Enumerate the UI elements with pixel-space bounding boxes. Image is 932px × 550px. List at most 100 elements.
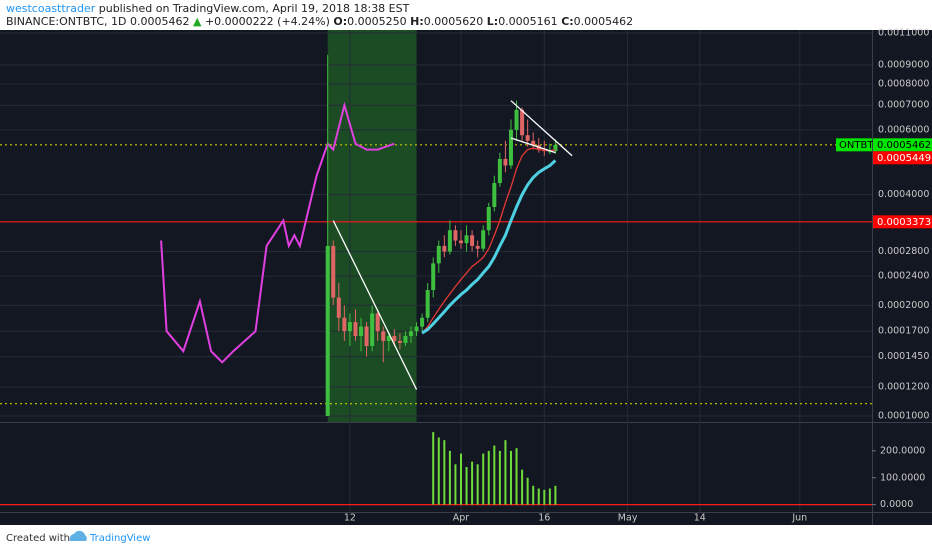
- candle-body: [464, 235, 469, 244]
- price-label: 0.0003373: [877, 217, 931, 228]
- candle-body: [370, 313, 375, 347]
- x-tick-label: Apr: [453, 513, 470, 524]
- candle-body: [520, 109, 525, 136]
- indicator-bar: [498, 450, 501, 505]
- overlay-line: [160, 101, 395, 364]
- candle-body: [347, 322, 352, 332]
- high-value: 0.0005620: [424, 15, 484, 28]
- indicator-bar: [476, 464, 479, 505]
- candle-body: [553, 144, 558, 152]
- candle-body: [359, 326, 364, 337]
- candle-body: [392, 336, 397, 341]
- y-tick-label: 0.0002000: [878, 300, 929, 311]
- candle-body: [508, 129, 513, 166]
- candle-body: [470, 235, 475, 246]
- y-tick-label: 0.0001450: [878, 351, 929, 362]
- candle-body: [492, 183, 497, 208]
- y-tick-label: 0.0001000: [878, 411, 929, 422]
- y-tick-label: 0.0002800: [878, 246, 929, 257]
- footer-bg: [0, 525, 932, 550]
- candle-body: [409, 331, 414, 337]
- chart-bg: [0, 30, 932, 525]
- candle-body: [458, 240, 463, 244]
- x-tick-label: 12: [344, 513, 356, 524]
- indicator-bar: [459, 453, 462, 505]
- y-tick-label: 0.0008000: [878, 78, 929, 89]
- price-label-name-bg: [836, 138, 872, 152]
- y-tick-label: 0.0011000: [878, 28, 929, 39]
- price-label-bg: [873, 138, 932, 152]
- y-tick-label: 0.0007000: [878, 100, 929, 111]
- candle-body: [442, 245, 447, 252]
- candle-body: [486, 207, 491, 231]
- moving-average: [421, 147, 556, 334]
- candle-body: [447, 230, 452, 252]
- indicator-bar: [487, 450, 490, 505]
- indicator-bar: [509, 450, 512, 505]
- y-tick-label: 100.0000: [880, 472, 925, 483]
- symbol: BINANCE:ONTBTC, 1D: [6, 15, 126, 28]
- indicator-bar: [465, 467, 468, 505]
- indicator-bar: [526, 477, 529, 505]
- footer-text: Created with: [6, 533, 70, 544]
- up-arrow: ▲: [193, 15, 202, 28]
- indicator-bar: [443, 440, 446, 505]
- candle-body: [481, 230, 486, 249]
- indicator-bar: [493, 445, 496, 505]
- candle-body: [475, 245, 480, 249]
- price-label-bg: [873, 151, 932, 165]
- x-tick-label: May: [618, 513, 638, 524]
- high-label: H:: [410, 15, 424, 28]
- candle-body: [386, 336, 391, 341]
- price-label: 0.0005449: [877, 153, 931, 164]
- open-value: 0.0005250: [347, 15, 407, 28]
- candle-body: [353, 322, 358, 337]
- candle-body: [431, 263, 436, 291]
- candle-body: [436, 245, 441, 264]
- author[interactable]: westcoasttrader: [6, 2, 96, 15]
- candle-body: [497, 158, 502, 184]
- tradingview-logo[interactable]: [69, 530, 87, 541]
- low-value: 0.0005161: [498, 15, 558, 28]
- candle-body: [547, 151, 552, 153]
- y-tick-label: 0.0009000: [878, 60, 929, 71]
- candle-body: [364, 326, 369, 347]
- y-tick-label: 0.0000: [880, 499, 913, 510]
- y-tick-label: 200.0000: [880, 445, 925, 456]
- indicator-bar: [532, 485, 535, 505]
- y-tick-label: 0.0001700: [878, 326, 929, 337]
- x-tick-label: 14: [694, 513, 706, 524]
- candle-body: [531, 140, 536, 146]
- close-label: C:: [561, 15, 573, 28]
- footer-brand[interactable]: TradingView: [89, 533, 150, 544]
- indicator-bar: [471, 461, 474, 505]
- header-line-1: westcoasttrader published on TradingView…: [6, 2, 410, 15]
- indicator-bar: [554, 485, 557, 505]
- x-tick-label: 16: [538, 513, 550, 524]
- candle-body: [514, 109, 519, 130]
- candle-body: [420, 317, 425, 327]
- indicator-bar: [454, 464, 457, 505]
- candle-body: [381, 331, 386, 341]
- candle-body: [397, 340, 402, 343]
- trend-line: [332, 220, 418, 390]
- indicator-bar: [537, 488, 540, 505]
- y-tick-label: 0.0006000: [878, 124, 929, 135]
- low-label: L:: [487, 15, 498, 28]
- indicator-bar: [543, 489, 546, 505]
- candle-body: [375, 313, 380, 332]
- moving-average: [421, 159, 557, 335]
- price-label: 0.0005462: [877, 140, 931, 151]
- indicator-bar: [432, 432, 435, 505]
- candle-body: [453, 230, 458, 241]
- price-label-bg: [873, 215, 932, 229]
- published: published on TradingView.com, April 19, …: [99, 2, 410, 15]
- candle-body: [336, 297, 341, 318]
- header-line-2: BINANCE:ONTBTC, 1D 0.0005462 ▲ +0.000022…: [6, 15, 633, 28]
- candle-body: [325, 245, 330, 416]
- close-value: 0.0005462: [574, 15, 634, 28]
- candle-body: [342, 317, 347, 332]
- candle-body: [331, 245, 336, 298]
- indicator-bar: [548, 488, 551, 505]
